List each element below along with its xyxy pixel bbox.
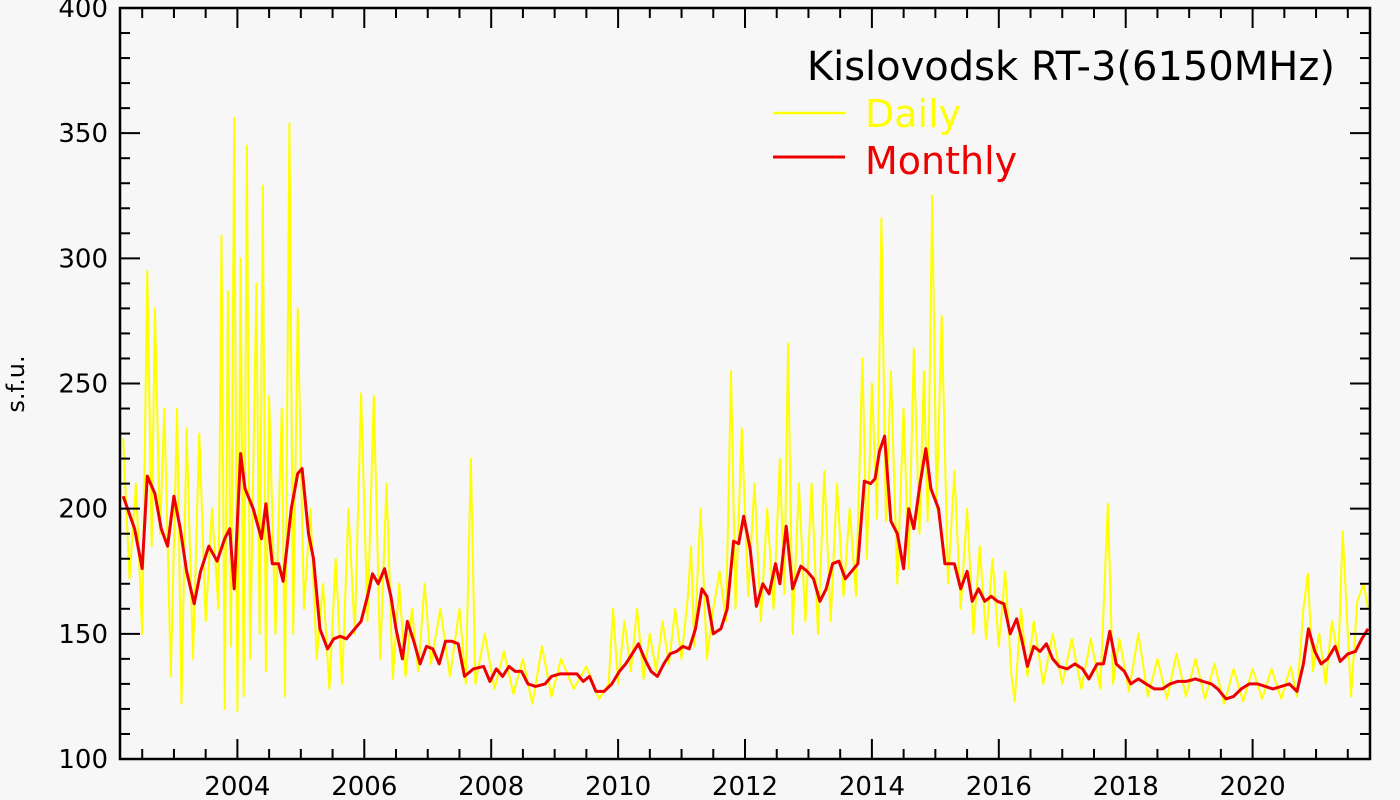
y-tick-label: 400: [58, 0, 108, 24]
y-tick-label: 300: [58, 244, 108, 274]
series-daily-line: [122, 117, 1370, 713]
series-layer: [121, 117, 1370, 713]
labels-layer: 100 150 200 250 300 350 400 2004 2006 2008 2010 201…: [58, 0, 1285, 800]
ticks-layer: [120, 7, 1370, 760]
y-tick-label: 350: [58, 119, 108, 149]
x-tick-label: 2014: [839, 772, 905, 800]
legend: Daily Monthly: [773, 92, 1017, 183]
chart-title: Kislovodsk RT-3(6150MHz): [807, 44, 1335, 90]
x-tick-label: 2004: [204, 772, 270, 800]
x-tick-label: 2012: [712, 772, 778, 800]
y-tick-label: 100: [58, 745, 108, 775]
x-tick-label: 2008: [458, 772, 524, 800]
x-tick-label: 2016: [966, 772, 1032, 800]
x-tick-label: 2006: [331, 772, 397, 800]
x-tick-label: 2020: [1220, 772, 1286, 800]
series-monthly-line: [121, 434, 1370, 701]
y-tick-label: 150: [58, 620, 108, 650]
y-tick-label: 250: [58, 370, 108, 400]
x-tick-label: 2010: [585, 772, 651, 800]
legend-label-daily: Daily: [865, 92, 961, 136]
y-axis-title: s.f.u.: [2, 355, 30, 412]
x-tick-label: 2018: [1093, 772, 1159, 800]
y-tick-label: 200: [58, 495, 108, 525]
legend-label-monthly: Monthly: [865, 139, 1017, 183]
